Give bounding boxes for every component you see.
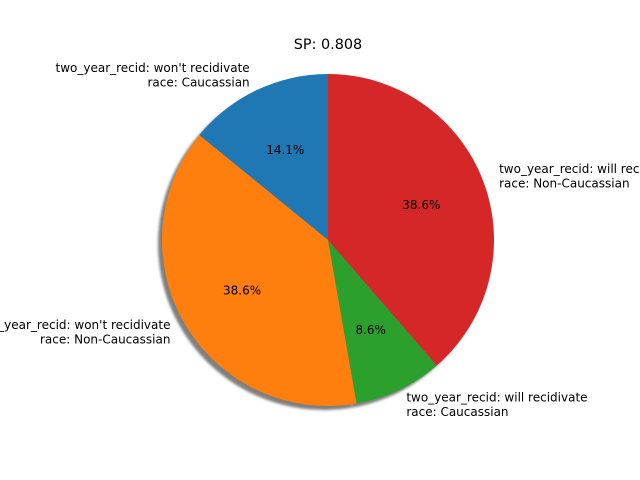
pie-slice-two-year-recid-won-t-recidivate-race-caucassian <box>199 74 328 240</box>
slice-label-1: two_year_recid: won't recidivate race: Ca… <box>56 61 250 89</box>
chart-title: SP: 0.808 <box>294 37 362 53</box>
slice-label-line: two_year_recid: will recidivate <box>499 162 640 176</box>
slice-label-line: race: Caucassian <box>406 405 508 419</box>
slice-label-line: race: Non-Caucassian <box>40 332 170 346</box>
pct-label-3: 8.6% <box>355 323 386 337</box>
pie-slices <box>162 74 495 406</box>
slice-label-line: two_year_recid: will recidivate <box>406 391 587 405</box>
pie-slice-two-year-recid-will-recidivate-race-non-caucassian <box>328 74 495 366</box>
slice-label-line: two_year_recid: won't recidivate <box>0 318 170 332</box>
pct-label-4: 38.6% <box>402 198 440 212</box>
pct-label-1: 14.1% <box>266 143 304 157</box>
pie-labels: 14.1%two_year_recid: won't recidivate rac… <box>0 61 640 419</box>
slice-label-3: two_year_recid: will recidivate race: Cau… <box>406 391 587 419</box>
slice-label-line: race: Caucassian <box>147 75 249 89</box>
pie-slice-two-year-recid-won-t-recidivate-race-non-caucassian <box>162 135 357 406</box>
slice-label-line: two_year_recid: won't recidivate <box>56 61 250 75</box>
pie-slice-two-year-recid-will-recidivate-race-caucassian <box>328 240 437 404</box>
pct-label-2: 38.6% <box>223 283 261 297</box>
slice-label-line: race: Non-Caucassian <box>499 176 629 190</box>
